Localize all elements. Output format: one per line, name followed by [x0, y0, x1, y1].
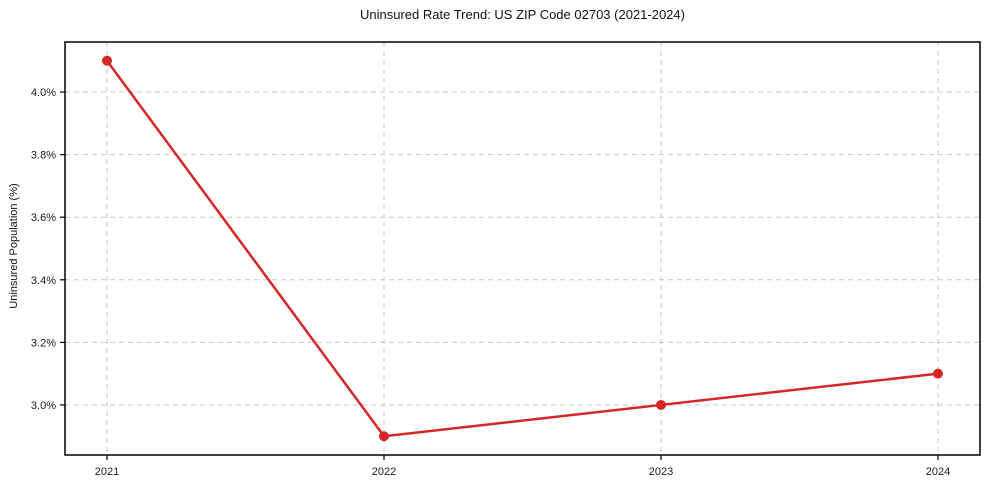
y-tick-label: 3.8%: [31, 150, 56, 162]
data-line: [105, 59, 940, 438]
y-tick-label: 4.0%: [31, 87, 56, 99]
data-point: [656, 399, 666, 410]
plot-border: [64, 41, 981, 456]
y-tick-label: 3.4%: [31, 275, 56, 287]
x-tick-label: 2021: [95, 466, 119, 478]
data-point: [933, 368, 943, 379]
y-tick-label: 3.6%: [31, 212, 56, 224]
chart-title: Uninsured Rate Trend: US ZIP Code 02703 …: [360, 7, 685, 22]
x-tick-label: 2024: [926, 466, 950, 478]
x-tick-label: 2022: [372, 466, 396, 478]
data-point: [102, 55, 112, 66]
x-tick-label: 2023: [649, 466, 673, 478]
y-tick-label: 3.2%: [31, 337, 56, 349]
data-point: [379, 431, 389, 442]
y-tick-label: 3.0%: [31, 400, 56, 412]
